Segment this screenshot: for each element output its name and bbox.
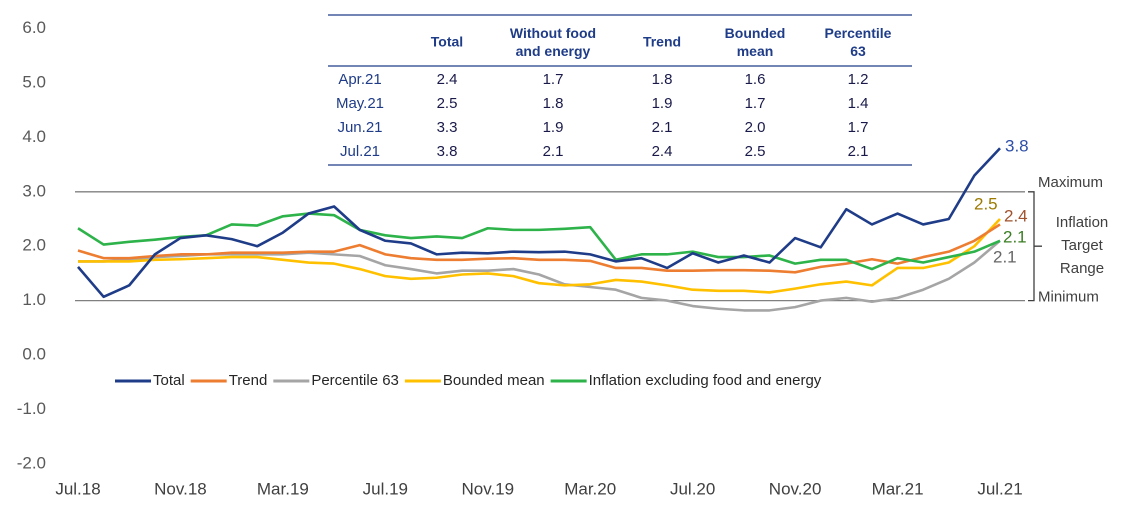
end-value-label: 2.1 bbox=[993, 247, 1017, 266]
y-tick-label: 5.0 bbox=[22, 72, 46, 91]
series-line bbox=[77, 223, 1001, 274]
table-row-label: Jul.21 bbox=[340, 143, 380, 160]
table-cell: 3.3 bbox=[437, 119, 458, 136]
x-tick-label: Nov.18 bbox=[154, 479, 207, 498]
table-cell: 1.7 bbox=[745, 95, 766, 112]
x-tick-label: Nov.20 bbox=[769, 479, 822, 498]
table-header: Total bbox=[431, 34, 463, 50]
table-cell: 1.4 bbox=[848, 95, 869, 112]
x-tick-label: Nov.19 bbox=[461, 479, 514, 498]
series-line bbox=[77, 147, 1001, 299]
target-range-label: Target bbox=[1061, 237, 1104, 254]
table-cell: 1.7 bbox=[848, 119, 869, 136]
end-value-label: 2.5 bbox=[974, 194, 998, 213]
target-bracket bbox=[1028, 191, 1042, 302]
min-label: Minimum bbox=[1038, 289, 1099, 306]
table-cell: 1.9 bbox=[652, 95, 673, 112]
y-tick-label: 6.0 bbox=[22, 18, 46, 37]
table-cell: 1.8 bbox=[543, 95, 564, 112]
end-value-label: 2.4 bbox=[1004, 206, 1028, 225]
x-tick-label: Jul.18 bbox=[55, 479, 100, 498]
target-range-label: Inflation bbox=[1056, 214, 1109, 231]
table-cell: 2.4 bbox=[652, 143, 673, 160]
table-row-label: Apr.21 bbox=[338, 71, 381, 88]
table-cell: 1.9 bbox=[543, 119, 564, 136]
x-tick-label: Mar.19 bbox=[257, 479, 309, 498]
end-value-label: 3.8 bbox=[1005, 136, 1029, 155]
legend-label: Inflation excluding food and energy bbox=[589, 372, 822, 389]
x-tick-label: Jul.21 bbox=[977, 479, 1022, 498]
y-tick-label: 2.0 bbox=[22, 236, 46, 255]
table-header: Trend bbox=[643, 34, 681, 50]
table-cell: 1.7 bbox=[543, 71, 564, 88]
table-header: Without food and energy bbox=[510, 25, 596, 59]
table-cell: 2.1 bbox=[652, 119, 673, 136]
table-cell: 1.2 bbox=[848, 71, 869, 88]
x-tick-label: Jul.20 bbox=[670, 479, 715, 498]
end-value-label: 2.1 bbox=[1003, 227, 1027, 246]
summary-table: Total Without food and energy Trend Bounded m… bbox=[325, 14, 915, 166]
x-tick-label: Jul.19 bbox=[363, 479, 408, 498]
table-background bbox=[325, 14, 915, 166]
table-row-label: Jun.21 bbox=[337, 119, 382, 136]
table-cell: 2.0 bbox=[745, 119, 766, 136]
table-header: Percentile 63 bbox=[825, 25, 892, 59]
series-line bbox=[77, 212, 1001, 271]
y-tick-label: -1.0 bbox=[17, 399, 46, 418]
target-range-label: Range bbox=[1060, 260, 1104, 277]
y-tick-label: 1.0 bbox=[22, 290, 46, 309]
table-cell: 1.6 bbox=[745, 71, 766, 88]
legend-label: Percentile 63 bbox=[311, 372, 399, 389]
table-cell: 2.1 bbox=[848, 143, 869, 160]
table-cell: 2.5 bbox=[745, 143, 766, 160]
table-cell: 1.8 bbox=[652, 71, 673, 88]
x-tick-label: Mar.21 bbox=[872, 479, 924, 498]
table-cell: 3.8 bbox=[437, 143, 458, 160]
table-cell: 2.5 bbox=[437, 95, 458, 112]
series-line bbox=[78, 218, 1001, 294]
y-tick-label: 4.0 bbox=[22, 127, 46, 146]
y-tick-label: 0.0 bbox=[22, 344, 46, 363]
legend-label: Total bbox=[153, 372, 185, 389]
table-row-label: May.21 bbox=[336, 95, 384, 112]
table-cell: 2.4 bbox=[437, 71, 458, 88]
table-header: Bounded mean bbox=[725, 25, 786, 59]
legend-label: Trend bbox=[229, 372, 268, 389]
x-tick-label: Mar.20 bbox=[564, 479, 616, 498]
max-label: Maximum bbox=[1038, 174, 1103, 191]
table-cell: 2.1 bbox=[543, 143, 564, 160]
y-tick-label: 3.0 bbox=[22, 181, 46, 200]
legend-label: Bounded mean bbox=[443, 372, 545, 389]
y-tick-label: -2.0 bbox=[17, 453, 46, 472]
series-line bbox=[78, 239, 1001, 312]
